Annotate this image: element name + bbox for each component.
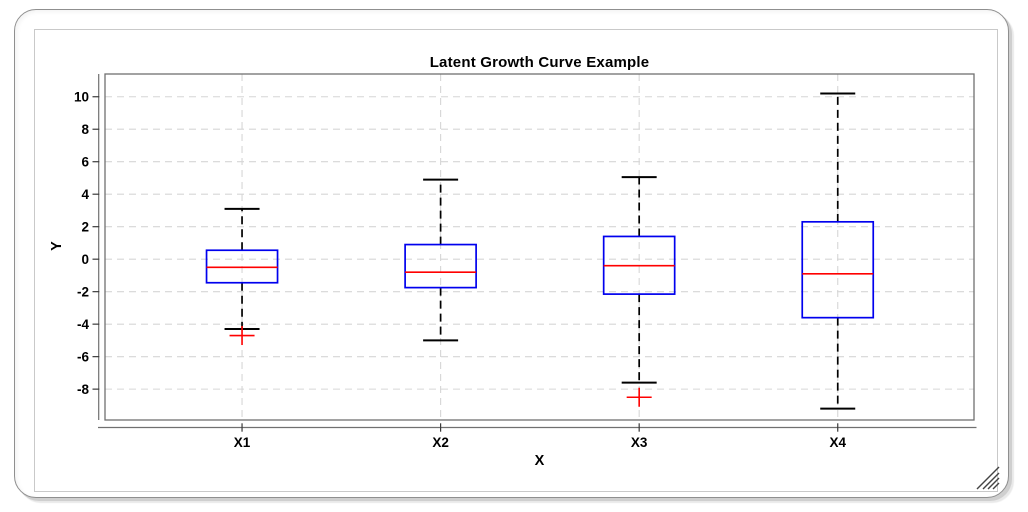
y-axis-label: Y: [49, 241, 65, 251]
plot-box-border: [104, 73, 975, 421]
x-axis-label: X: [534, 453, 545, 469]
y-tick-label: 4: [81, 187, 89, 202]
chart-title: Latent Growth Curve Example: [429, 54, 650, 71]
chart-window: 10 8 6 4 2 0 -2 -4 -6 -8 X1 X2 X3 X4 Latent Growth Cu…: [14, 9, 1009, 498]
y-tick-label: -4: [77, 317, 89, 332]
y-tick-label: -2: [77, 284, 89, 299]
x-tick-label: X4: [829, 435, 846, 450]
box-iqr: [801, 220, 875, 319]
y-tick-label: -8: [77, 382, 89, 397]
resize-grip-icon[interactable]: [973, 463, 1001, 491]
y-tick-label: 6: [81, 155, 89, 170]
x-tick-label: X1: [234, 435, 251, 450]
y-tick-label: 10: [74, 90, 89, 105]
x-tick-label: X2: [432, 435, 449, 450]
y-tick-label: 0: [81, 252, 89, 267]
plot-image-area: 10 8 6 4 2 0 -2 -4 -6 -8 X1 X2 X3 X4 Latent Growth Cu…: [34, 29, 998, 492]
y-tick-label: 8: [81, 122, 89, 137]
box-iqr: [404, 243, 477, 289]
y-tick-label: -6: [77, 349, 89, 364]
boxplot-canvas: 10 8 6 4 2 0 -2 -4 -6 -8 X1 X2 X3 X4: [74, 73, 977, 450]
x-tick-label: X3: [631, 435, 648, 450]
y-tick-label: 2: [81, 219, 89, 234]
resize-grip-lines: [976, 466, 1000, 490]
